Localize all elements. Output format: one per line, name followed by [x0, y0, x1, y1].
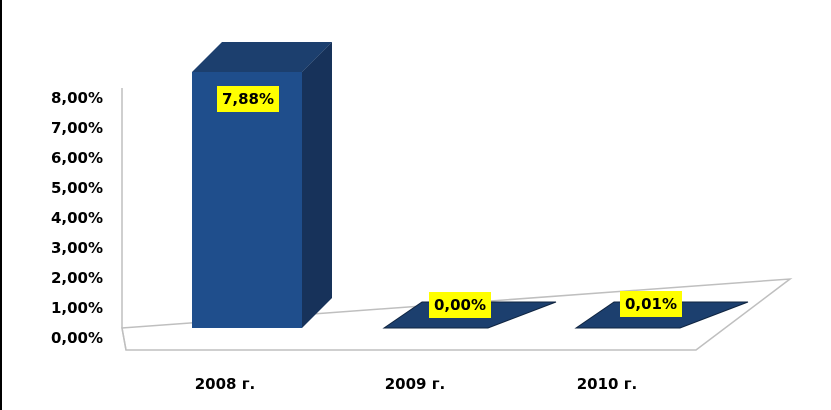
axis-layer: 0,00% 1,00% 2,00% 3,00% 4,00% 5,00% 6,00% 7,00%…	[51, 88, 793, 351]
data-label-box	[429, 292, 491, 318]
x-tick-label: 2009 г.	[385, 375, 446, 393]
y-tick-label: 4,00%	[51, 209, 103, 227]
data-label-box	[217, 86, 279, 112]
floor-left-edge	[121, 327, 127, 351]
bar-front-face	[192, 72, 302, 328]
y-tick-label: 1,00%	[51, 299, 103, 317]
data-label-box	[620, 291, 682, 317]
y-tick-label: 0,00%	[51, 329, 103, 347]
bars-layer	[192, 42, 749, 329]
x-tick-label: 2010 г.	[577, 375, 638, 393]
data-label: 7,88%	[222, 90, 274, 108]
y-tick-label: 2,00%	[51, 269, 103, 287]
bar-1	[192, 42, 332, 328]
y-tick-label: 6,00%	[51, 149, 103, 167]
y-tick-label: 5,00%	[51, 179, 103, 197]
y-tick-label: 3,00%	[51, 239, 103, 257]
x-tick-label: 2008 г.	[195, 375, 256, 393]
bar-side-face	[302, 42, 332, 328]
labels-layer: 7,88% 0,00% 0,01% 2008 г. 2009 г. 2010 г.	[195, 86, 682, 393]
y-tick-label: 7,00%	[51, 119, 103, 137]
bar-top-face	[192, 42, 332, 72]
data-label: 0,01%	[625, 295, 677, 313]
data-label: 0,00%	[434, 296, 486, 314]
y-tick-label: 8,00%	[51, 89, 103, 107]
